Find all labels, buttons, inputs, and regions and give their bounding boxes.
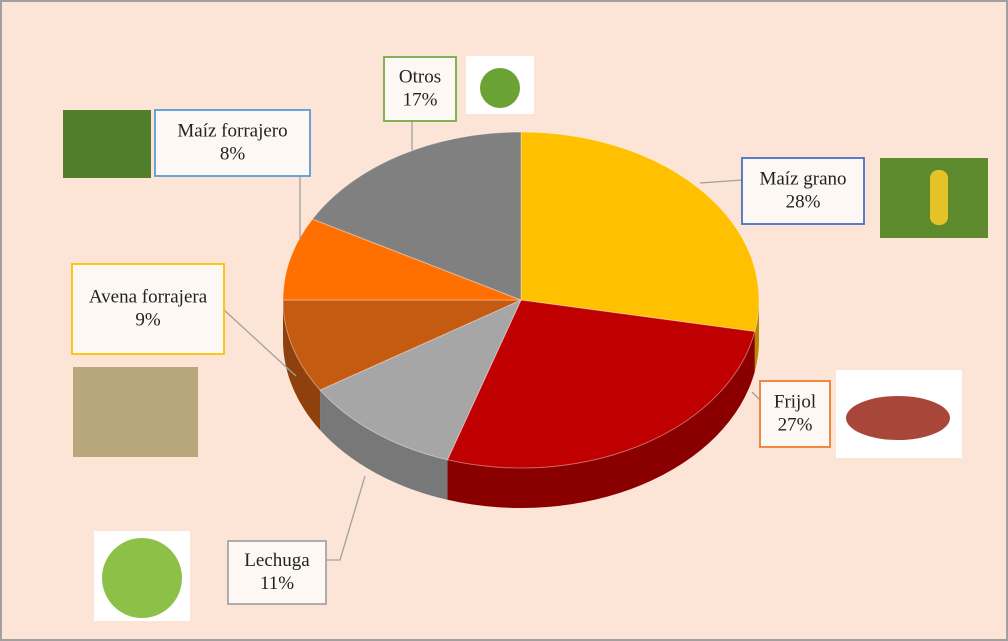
leader-line [751, 391, 761, 401]
value-label: 8% [220, 143, 246, 164]
value-label: 27% [778, 414, 813, 435]
slice [282, 299, 522, 391]
category-label: Avena forrajera [89, 286, 208, 307]
slice [319, 298, 523, 461]
value-label: 28% [786, 191, 821, 212]
picture-lettuce-head [102, 538, 182, 618]
category-label: Otros [399, 66, 441, 87]
picture-vegetables-pile [480, 68, 520, 108]
picture-corn-cob [930, 170, 948, 225]
picture-oats [73, 367, 198, 457]
label-box [759, 380, 831, 448]
slice-side [283, 300, 321, 431]
slice [282, 218, 522, 301]
leader-line [223, 309, 297, 377]
pictures [63, 56, 988, 621]
slice [446, 299, 756, 469]
slice-side [320, 390, 448, 500]
slice-side [447, 331, 755, 508]
label-box [383, 56, 457, 122]
picture-beans-pile [846, 396, 950, 440]
category-label: Maíz grano [759, 168, 846, 189]
label-box [71, 263, 225, 355]
label-box [227, 540, 327, 605]
value-label: 17% [403, 89, 438, 110]
category-label: Frijol [774, 391, 816, 412]
picture-forage-corn [63, 110, 151, 178]
category-label: Lechuga [244, 550, 310, 571]
label-box [741, 157, 865, 225]
value-label: 9% [135, 309, 161, 330]
slice [311, 131, 522, 301]
slice-side [754, 300, 759, 372]
label-box [154, 109, 311, 177]
slice [520, 131, 760, 333]
value-label: 11% [260, 573, 294, 594]
leader-line [699, 179, 743, 184]
category-label: Maíz forrajero [177, 120, 287, 141]
